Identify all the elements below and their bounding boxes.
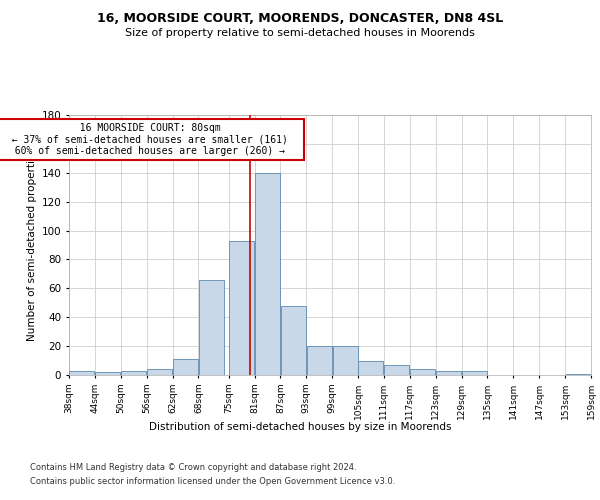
- Bar: [566, 374, 590, 375]
- Bar: [147, 369, 172, 375]
- Text: 16, MOORSIDE COURT, MOORENDS, DONCASTER, DN8 4SL: 16, MOORSIDE COURT, MOORENDS, DONCASTER,…: [97, 12, 503, 26]
- Bar: [462, 370, 487, 375]
- Text: Size of property relative to semi-detached houses in Moorends: Size of property relative to semi-detach…: [125, 28, 475, 38]
- Bar: [410, 369, 435, 375]
- Bar: [199, 280, 224, 375]
- Bar: [307, 346, 332, 375]
- Bar: [70, 370, 94, 375]
- Bar: [95, 372, 121, 375]
- Bar: [358, 360, 383, 375]
- Bar: [229, 240, 254, 375]
- Bar: [436, 370, 461, 375]
- Text: 16 MOORSIDE COURT: 80sqm  
  ← 37% of semi-detached houses are smaller (161)  
 : 16 MOORSIDE COURT: 80sqm ← 37% of semi-d…: [0, 123, 300, 156]
- Bar: [332, 346, 358, 375]
- Bar: [281, 306, 306, 375]
- Bar: [385, 365, 409, 375]
- Text: Contains HM Land Registry data © Crown copyright and database right 2024.: Contains HM Land Registry data © Crown c…: [30, 462, 356, 471]
- Bar: [255, 173, 280, 375]
- Bar: [121, 370, 146, 375]
- Text: Distribution of semi-detached houses by size in Moorends: Distribution of semi-detached houses by …: [149, 422, 451, 432]
- Y-axis label: Number of semi-detached properties: Number of semi-detached properties: [28, 148, 37, 342]
- Bar: [173, 359, 198, 375]
- Text: Contains public sector information licensed under the Open Government Licence v3: Contains public sector information licen…: [30, 478, 395, 486]
